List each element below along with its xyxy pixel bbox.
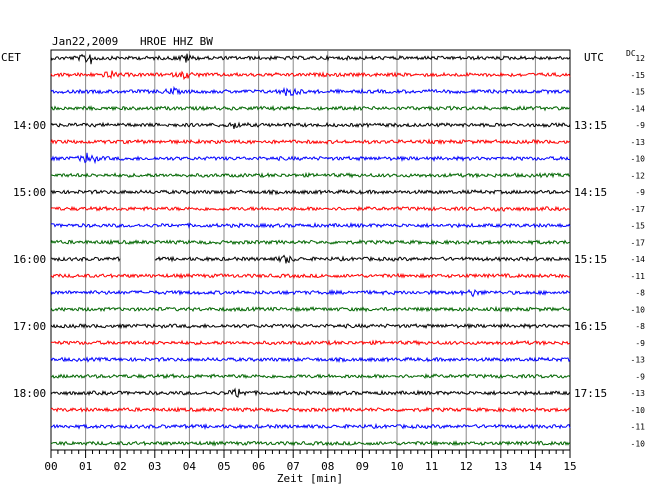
dc-offset-labels: 12 -15 -15 -14 -9 -13 -10 -12 -9 -17 -15 -17 -14 -11 -… — [631, 54, 646, 448]
dc-offset-label: -12 — [631, 171, 646, 180]
x-tick-label: 09 — [356, 460, 369, 473]
left-hour-label: 18:00 — [13, 387, 46, 400]
x-tick-label: 02 — [114, 460, 127, 473]
trace-line — [50, 422, 571, 430]
x-tick-label: 13 — [494, 460, 507, 473]
x-tick-label: 07 — [287, 460, 300, 473]
dc-offset-label: -15 — [631, 71, 646, 80]
x-axis: 00 01 02 03 04 05 06 07 08 09 10 11 12 13 14 15 — [44, 449, 577, 473]
dc-offset-label: -11 — [631, 272, 646, 281]
x-tick-label: 12 — [460, 460, 473, 473]
trace-line — [50, 138, 571, 146]
x-tick-label: 01 — [79, 460, 92, 473]
dc-offset-label: -15 — [631, 222, 646, 231]
right-zone-label: UTC — [584, 51, 604, 64]
x-axis-label: Zeit [min] — [277, 472, 343, 485]
trace-line — [50, 104, 571, 112]
dc-offset-label: -17 — [631, 238, 646, 247]
dc-offset-label: -8 — [635, 289, 645, 298]
trace-line — [50, 189, 571, 196]
dc-offset-label: -10 — [631, 439, 646, 448]
trace-line — [50, 205, 571, 212]
trace-line — [50, 373, 571, 380]
dc-offset-label: -17 — [631, 205, 646, 214]
trace-line — [50, 238, 571, 246]
left-hour-label: 16:00 — [13, 253, 46, 266]
seismogram-traces — [50, 53, 571, 447]
dc-offset-label: -14 — [631, 104, 646, 113]
right-hour-label: 14:15 — [574, 186, 607, 199]
dc-offset-label: -10 — [631, 406, 646, 415]
dc-offset-label: -15 — [631, 88, 646, 97]
right-hour-label: 15:15 — [574, 253, 607, 266]
trace-line — [50, 254, 571, 264]
left-hour-label: 17:00 — [13, 320, 46, 333]
dc-offset-label: -8 — [635, 322, 645, 331]
dc-offset-label: 12 — [635, 54, 645, 63]
x-tick-label: 11 — [425, 460, 438, 473]
right-hour-label: 16:15 — [574, 320, 607, 333]
dc-offset-label: -10 — [631, 305, 646, 314]
dc-offset-label: -14 — [631, 255, 646, 264]
right-hour-label: 13:15 — [574, 119, 607, 132]
dc-offset-label: -9 — [635, 121, 645, 130]
left-hour-label: 15:00 — [13, 186, 46, 199]
x-tick-label: 03 — [148, 460, 161, 473]
trace-line — [50, 440, 571, 447]
minute-gridlines — [85, 50, 536, 450]
x-tick-label: 05 — [217, 460, 230, 473]
x-tick-label: 06 — [252, 460, 265, 473]
trace-line — [50, 221, 571, 229]
trace-line — [51, 171, 571, 179]
left-hour-label: 14:00 — [13, 119, 46, 132]
trace-line — [50, 152, 571, 165]
trace-line — [50, 322, 571, 330]
right-time-labels: 13:15 14:15 15:15 16:15 17:15 — [574, 119, 607, 400]
trace-line — [50, 356, 571, 364]
trace-line — [50, 70, 571, 81]
dc-offset-label: -11 — [631, 423, 646, 432]
dc-offset-label: -9 — [635, 372, 645, 381]
right-hour-label: 17:15 — [574, 387, 607, 400]
trace-line — [50, 288, 571, 298]
dc-header: DC — [626, 49, 636, 58]
trace-line — [50, 339, 571, 347]
trace-line — [50, 305, 571, 313]
trace-line — [50, 85, 571, 97]
x-tick-label: 04 — [183, 460, 197, 473]
chart-title: Jan22,2009 — [52, 35, 118, 48]
x-tick-label: 00 — [44, 460, 57, 473]
x-tick-label: 08 — [321, 460, 334, 473]
dc-offset-label: -13 — [631, 356, 646, 365]
left-zone-label: CET — [1, 51, 21, 64]
dc-offset-label: -9 — [635, 188, 645, 197]
station-label: HROE HHZ BW — [140, 35, 213, 48]
x-tick-label: 14 — [529, 460, 543, 473]
x-tick-label: 10 — [390, 460, 403, 473]
trace-line — [50, 406, 571, 413]
trace-line — [50, 272, 571, 280]
dc-offset-label: -9 — [635, 339, 645, 348]
dc-offset-label: -13 — [631, 389, 646, 398]
trace-line — [50, 121, 571, 130]
trace-line — [50, 387, 571, 398]
x-tick-label: 15 — [563, 460, 576, 473]
dc-offset-label: -13 — [631, 138, 646, 147]
left-time-labels: 14:00 15:00 16:00 17:00 18:00 — [13, 119, 46, 400]
trace-line — [50, 53, 571, 65]
dc-offset-label: -10 — [631, 155, 646, 164]
